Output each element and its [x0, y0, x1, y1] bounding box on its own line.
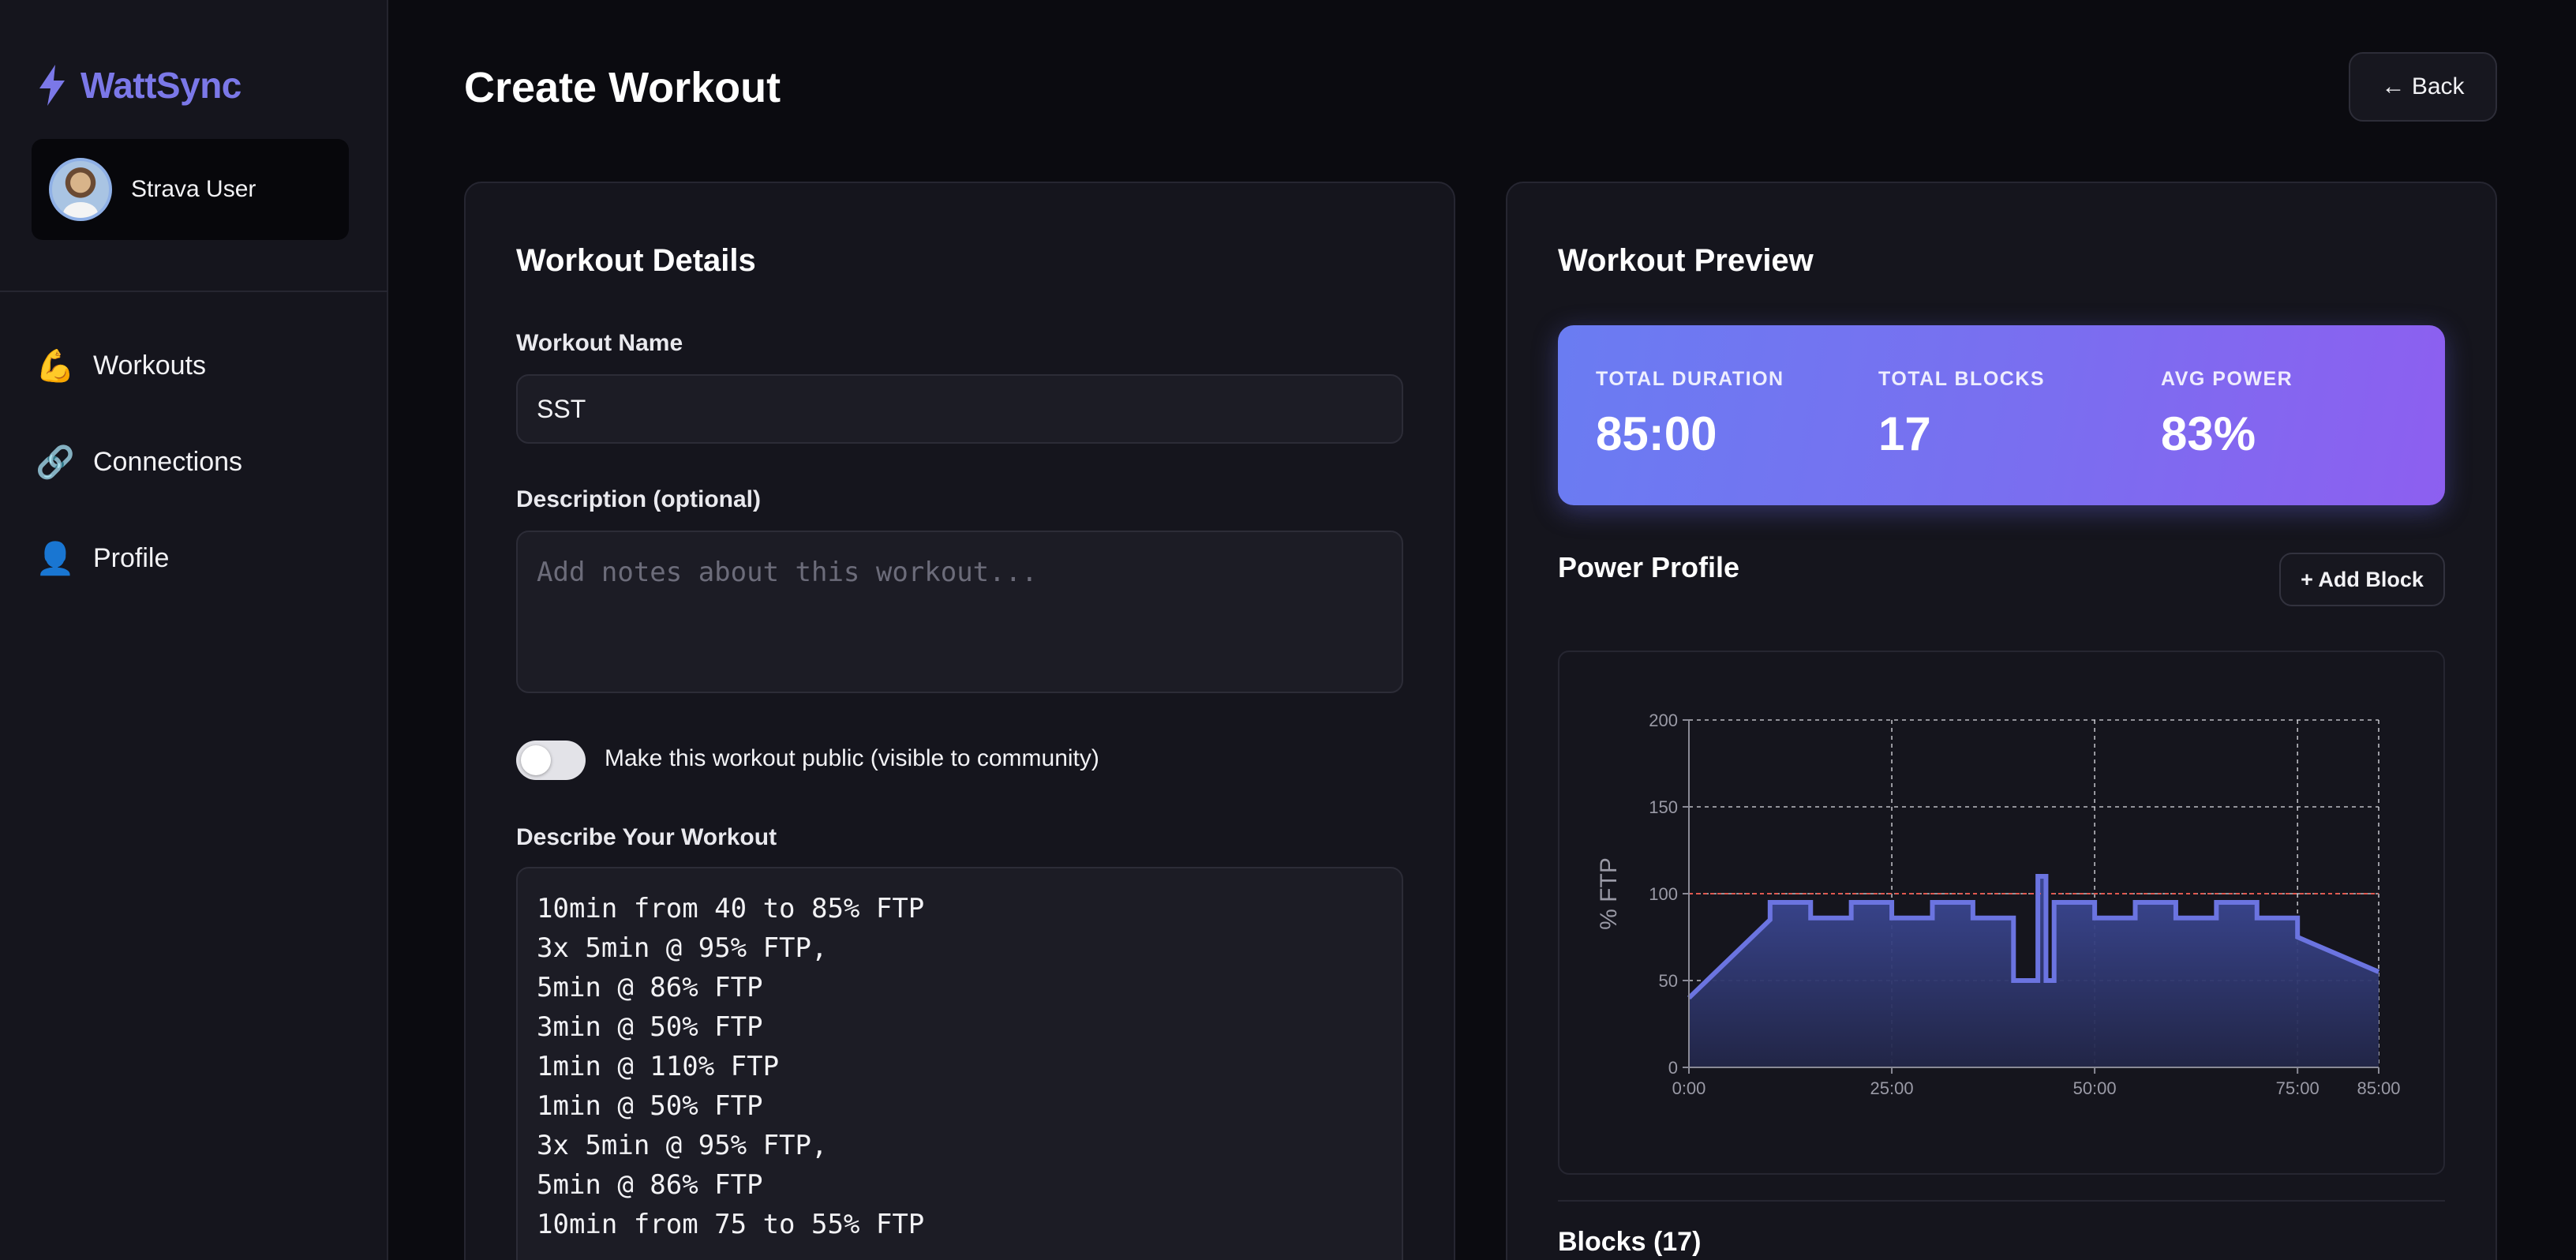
stat-total-blocks: TOTAL BLOCKS 17 [1878, 368, 2045, 461]
power-profile-svg: 0 50 100 150 200 0:00 25:00 50:00 75:00 85:00 % FT… [1596, 711, 2401, 1098]
y-tick-label: 0 [1668, 1058, 1678, 1078]
power-line [1687, 874, 2380, 1000]
sidebar-item-label: Profile [93, 542, 170, 573]
x-tick-label: 0:00 [1672, 1078, 1706, 1098]
sidebar-item-label: Connections [93, 446, 243, 477]
y-tick-label: 100 [1649, 884, 1678, 904]
y-tick-label: 50 [1659, 971, 1678, 991]
sidebar-item-workouts[interactable]: 💪 Workouts [0, 333, 388, 398]
x-tick-label: 75:00 [2276, 1078, 2320, 1098]
sidebar-nav: 💪 Workouts 🔗 Connections 👤 Profile [0, 333, 388, 622]
stat-value: 17 [1878, 407, 1931, 460]
y-tick-label: 200 [1649, 711, 1678, 730]
stat-value: 83% [2161, 407, 2256, 460]
workout-name-input[interactable] [516, 374, 1403, 444]
x-tick-label: 25:00 [1870, 1078, 1914, 1098]
blocks-divider [1558, 1200, 2445, 1202]
stat-total-duration: TOTAL DURATION 85:00 [1596, 368, 1784, 461]
x-tick-label: 85:00 [2357, 1078, 2400, 1098]
stat-value: 85:00 [1596, 407, 1717, 460]
sidebar-item-connections[interactable]: 🔗 Connections [0, 429, 388, 494]
y-axis-label: % FTP [1596, 857, 1622, 930]
stat-label: AVG POWER [2161, 368, 2293, 390]
power-profile-title: Power Profile [1558, 551, 1740, 583]
description-textarea[interactable] [516, 531, 1403, 693]
workout-details-title: Workout Details [516, 243, 756, 278]
power-profile-chart: 0 50 100 150 200 0:00 25:00 50:00 75:00 85:00 % FT… [1558, 651, 2445, 1175]
y-tick-label: 150 [1649, 797, 1678, 817]
sidebar-divider [0, 291, 388, 292]
stat-label: TOTAL DURATION [1596, 368, 1784, 390]
sidebar-item-label: Workouts [93, 350, 206, 381]
x-tick-label: 50:00 [2073, 1078, 2117, 1098]
page-title: Create Workout [464, 64, 781, 111]
public-toggle-label: Make this workout public (visible to com… [605, 745, 1099, 771]
public-toggle[interactable] [516, 741, 586, 780]
link-icon: 🔗 [36, 444, 75, 480]
workout-preview-title: Workout Preview [1558, 243, 1814, 278]
describe-workout-label: Describe Your Workout [516, 824, 777, 850]
avatar [49, 158, 112, 221]
workout-details-card: Workout Details Workout Name Description… [464, 182, 1455, 1260]
user-card[interactable]: Strava User [32, 139, 349, 240]
user-name: Strava User [131, 176, 256, 202]
stats-banner: TOTAL DURATION 85:00 TOTAL BLOCKS 17 AVG… [1558, 325, 2445, 505]
stat-label: TOTAL BLOCKS [1878, 368, 2046, 390]
sidebar: WattSync Strava User 💪 Workouts 🔗 Connec… [0, 0, 388, 1260]
power-area [1689, 876, 2379, 1067]
brand-name: WattSync [80, 65, 242, 106]
sidebar-item-profile[interactable]: 👤 Profile [0, 526, 388, 591]
workout-name-label: Workout Name [516, 330, 683, 356]
description-label: Description (optional) [516, 486, 761, 512]
blocks-title: Blocks (17) [1558, 1227, 1702, 1257]
add-block-button[interactable]: + Add Block [2279, 553, 2445, 606]
user-silhouette-icon: 👤 [36, 541, 75, 576]
workout-preview-card: Workout Preview TOTAL DURATION 85:00 TOT… [1506, 182, 2497, 1260]
toggle-knob [521, 745, 551, 775]
brand-logo[interactable]: WattSync [36, 62, 242, 109]
flexed-biceps-icon: 💪 [36, 348, 75, 384]
describe-workout-textarea[interactable]: 10min from 40 to 85% FTP 3x 5min @ 95% F… [516, 867, 1403, 1260]
stat-avg-power: AVG POWER 83% [2161, 368, 2293, 461]
lightning-bolt-icon [39, 65, 65, 106]
back-button[interactable]: ← Back [2349, 52, 2497, 122]
